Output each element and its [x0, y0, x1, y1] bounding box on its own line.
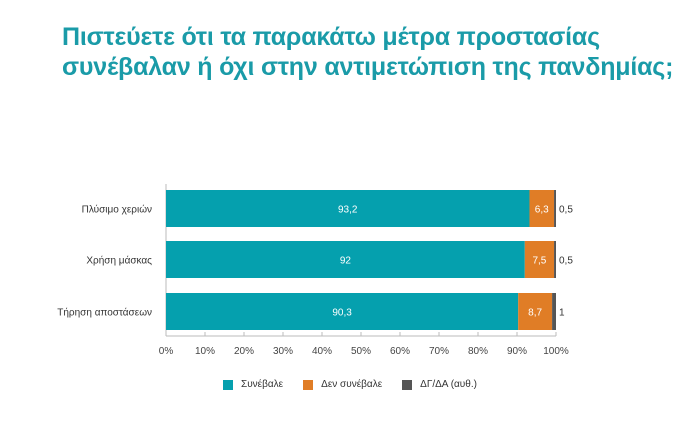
category-label: Χρήση μάσκας [86, 255, 152, 267]
data-label: 6,3 [535, 205, 549, 216]
bar-segment [524, 241, 555, 278]
x-tick-label: 20% [234, 346, 254, 357]
x-tick-label: 0% [159, 346, 174, 357]
x-tick-label: 80% [468, 346, 488, 357]
bar-segment [166, 190, 530, 227]
bar-segment [166, 241, 525, 278]
chart-title: Πιστεύετε ότι τα παρακάτω μέτρα προστασί… [62, 22, 682, 82]
bar-segment [554, 190, 556, 227]
data-label: 1 [559, 308, 565, 319]
x-tick-label: 10% [195, 346, 215, 357]
x-tick-label: 60% [390, 346, 410, 357]
x-tick-label: 30% [273, 346, 293, 357]
legend-swatch-dont-know [402, 379, 413, 390]
chart-title-line-2: συνέβαλαν ή όχι στην αντιμετώπιση της πα… [62, 53, 674, 81]
data-label: 0,5 [559, 256, 573, 267]
legend-label-contributed: Συνέβαλε [241, 379, 284, 390]
x-tick-label: 70% [429, 346, 449, 357]
category-label: Πλύσιμο χεριών [82, 204, 152, 216]
data-label: 7,5 [532, 256, 546, 267]
bar-segment [554, 241, 556, 278]
x-tick-label: 50% [351, 346, 371, 357]
x-tick-label: 90% [507, 346, 527, 357]
legend-label-not-contributed: Δεν συνέβαλε [321, 379, 383, 390]
bar-segment [518, 293, 553, 330]
bar-segment [552, 293, 556, 330]
legend-swatch-contributed [223, 379, 234, 390]
x-tick-label: 40% [312, 346, 332, 357]
data-label: 93,2 [338, 205, 358, 216]
bar-segment [166, 293, 519, 330]
data-label: 0,5 [559, 205, 573, 216]
data-label: 90,3 [332, 308, 352, 319]
legend-swatch-not-contributed [303, 379, 314, 390]
legend-label-dont-know: ΔΓ/ΔΑ (αυθ.) [420, 379, 477, 390]
x-tick-label: 100% [543, 346, 569, 357]
chart-title-line-1: Πιστεύετε ότι τα παρακάτω μέτρα προστασί… [62, 23, 600, 51]
legend-item-contributed: Συνέβαλε [223, 379, 283, 390]
legend-item-not-contributed: Δεν συνέβαλε [303, 379, 382, 390]
legend: Συνέβαλε Δεν συνέβαλε ΔΓ/ΔΑ (αυθ.) [0, 379, 700, 390]
data-label: 92 [340, 256, 352, 267]
legend-item-dont-know: ΔΓ/ΔΑ (αυθ.) [402, 379, 477, 390]
data-label: 8,7 [528, 308, 542, 319]
category-label: Τήρηση αποστάσεων [57, 307, 152, 319]
bar-segment [529, 190, 555, 227]
